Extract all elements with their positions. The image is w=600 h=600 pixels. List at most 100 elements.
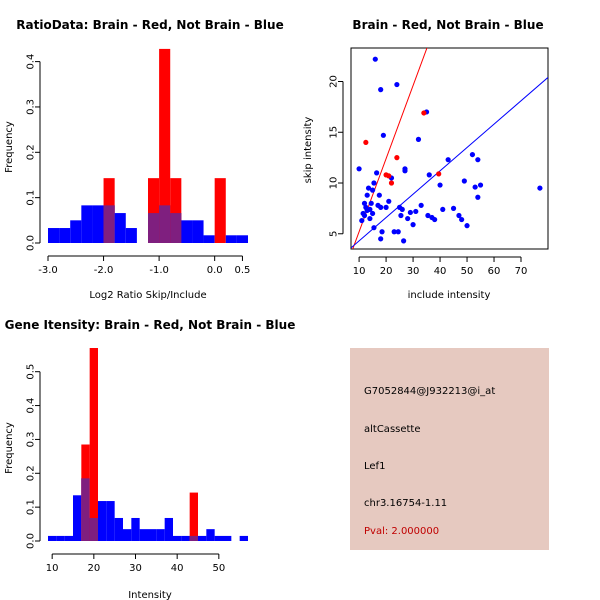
gene-hist-bar-notbrain — [123, 529, 132, 541]
gene-hist-x-tick-label: 50 — [212, 563, 225, 574]
scatter-point-notbrain — [402, 168, 408, 174]
ratio-histogram-title: RatioData: Brain - Red, Not Brain - Blue — [16, 18, 283, 32]
gene-hist-y-tick-label: 0.2 — [26, 465, 37, 481]
gene-hist-y-tick-label: 0.0 — [26, 533, 37, 549]
scatter-xlabel: include intensity — [408, 290, 491, 301]
probe-info-panel: G7052844@J932213@i_at altCassette Lef1 c… — [350, 348, 549, 550]
ratio-hist-x-tick-label: -1.0 — [149, 265, 169, 276]
gene-hist-bar-notbrain — [139, 529, 148, 541]
gene-hist-bar-overlap — [81, 478, 90, 541]
scatter-point-notbrain — [386, 198, 392, 204]
scatter-point-notbrain — [426, 172, 432, 178]
intensity-scatter-panel: Brain - Red, Not Brain - Blue include in… — [303, 18, 549, 301]
scatter-point-notbrain — [418, 202, 424, 208]
ratio-hist-bar-notbrain — [181, 220, 193, 243]
gene-hist-bar-overlap — [89, 517, 98, 541]
gene-hist-bar-notbrain — [64, 535, 73, 541]
ratio-hist-x-tick-label: -3.0 — [38, 265, 58, 276]
scatter-y-tick-label: 5 — [329, 231, 340, 237]
scatter-point-notbrain — [367, 215, 373, 222]
scatter-point-brain — [436, 171, 442, 177]
scatter-fit-line-notbrain — [351, 77, 548, 249]
scatter-point-notbrain — [371, 225, 377, 231]
gene-intensity-histogram-panel: Gene Itensity: Brain - Red, Not Brain - … — [4, 318, 295, 600]
scatter-point-notbrain — [378, 87, 384, 93]
scatter-point-notbrain — [383, 204, 389, 210]
scatter-fit-line-brain — [352, 48, 428, 249]
gene-name-text: Lef1 — [364, 461, 386, 472]
scatter-point-notbrain — [399, 206, 405, 213]
gene-hist-bar-notbrain — [106, 501, 115, 541]
ratio-hist-bar-notbrain — [125, 228, 137, 243]
gene-hist-bar-notbrain — [173, 535, 182, 541]
ratio-hist-bar-overlap — [159, 205, 171, 243]
scatter-point-notbrain — [394, 81, 400, 88]
scatter-point-notbrain — [461, 178, 467, 184]
scatter-point-notbrain — [361, 200, 368, 206]
ratio-hist-bar-notbrain — [59, 228, 71, 243]
ratio-hist-bar-brain — [170, 178, 182, 243]
ratio-hist-bar-brain — [214, 178, 226, 243]
scatter-point-notbrain — [459, 216, 465, 223]
ratio-hist-bar-notbrain — [92, 205, 104, 243]
gene-hist-bar-notbrain — [56, 535, 65, 541]
scatter-point-notbrain — [450, 205, 457, 211]
ratio-hist-bar-notbrain — [192, 220, 204, 243]
ratio-hist-y-tick-label: 0.3 — [26, 99, 37, 115]
ratio-hist-bar-brain — [148, 178, 160, 243]
scatter-point-notbrain — [372, 56, 378, 62]
ratio-hist-bar-notbrain — [236, 235, 248, 243]
ratio-hist-bar-notbrain — [203, 235, 215, 243]
gene-hist-x-tick-label: 40 — [171, 563, 184, 574]
scatter-point-notbrain — [369, 210, 376, 217]
ratio-histogram-panel: RatioData: Brain - Red, Not Brain - Blue… — [4, 18, 284, 301]
scatter-point-notbrain — [374, 170, 380, 176]
scatter-plot-box — [350, 47, 549, 250]
scatter-point-notbrain — [440, 206, 446, 213]
ratio-hist-bar-overlap — [170, 213, 182, 243]
gene-hist-bar-overlap — [189, 535, 198, 541]
gene-hist-bar-notbrain — [206, 529, 215, 541]
scatter-point-notbrain — [365, 185, 372, 191]
gene-histogram-ylabel: Frequency — [4, 422, 15, 474]
scatter-x-tick-label: 20 — [380, 266, 393, 277]
gene-hist-bar-notbrain — [114, 517, 123, 541]
scatter-x-tick-label: 40 — [434, 266, 447, 277]
ratio-hist-bar-notbrain — [114, 213, 126, 243]
gene-hist-bar-notbrain — [48, 535, 57, 541]
scatter-point-notbrain — [445, 157, 451, 163]
ratio-hist-x-tick-label: -2.0 — [94, 265, 114, 276]
gene-hist-y-tick-label: 0.1 — [26, 499, 37, 515]
scatter-title: Brain - Red, Not Brain - Blue — [352, 18, 543, 32]
scatter-point-notbrain — [537, 185, 543, 191]
scatter-point-notbrain — [356, 166, 362, 172]
scatter-point-notbrain — [368, 200, 374, 206]
ratio-hist-bar-brain — [159, 48, 171, 243]
scatter-point-notbrain — [361, 212, 368, 219]
gene-hist-y-tick-label: 0.4 — [26, 398, 37, 414]
scatter-x-tick-label: 10 — [353, 266, 366, 277]
scatter-point-notbrain — [475, 157, 481, 163]
ratio-histogram-xlabel: Log2 Ratio Skip/Include — [89, 290, 206, 301]
gene-hist-x-tick-label: 20 — [87, 563, 100, 574]
gene-histogram-title: Gene Itensity: Brain - Red, Not Brain - … — [5, 318, 296, 332]
ratio-hist-x-tick-label: 0.5 — [234, 265, 250, 276]
gene-hist-bar-notbrain — [181, 535, 190, 541]
scatter-point-notbrain — [425, 212, 431, 219]
scatter-ylabel: skip intensity — [303, 117, 314, 184]
ratio-hist-y-tick-label: 0.2 — [26, 144, 37, 160]
scatter-y-tick-label: 20 — [329, 75, 340, 88]
gene-hist-bar-notbrain — [131, 517, 140, 541]
gene-hist-y-tick-label: 0.5 — [26, 364, 37, 380]
scatter-point-notbrain — [367, 206, 373, 213]
scatter-point-notbrain — [359, 217, 365, 224]
gene-hist-x-tick-label: 30 — [129, 563, 142, 574]
gene-hist-bar-notbrain — [239, 535, 248, 541]
scatter-point-notbrain — [415, 136, 422, 142]
ratio-hist-bar-notbrain — [70, 220, 82, 243]
scatter-point-notbrain — [376, 192, 382, 198]
pval-text: Pval: 2.000000 — [364, 526, 440, 537]
gene-hist-bar-notbrain — [164, 517, 173, 541]
scatter-x-tick-label: 30 — [407, 266, 420, 277]
